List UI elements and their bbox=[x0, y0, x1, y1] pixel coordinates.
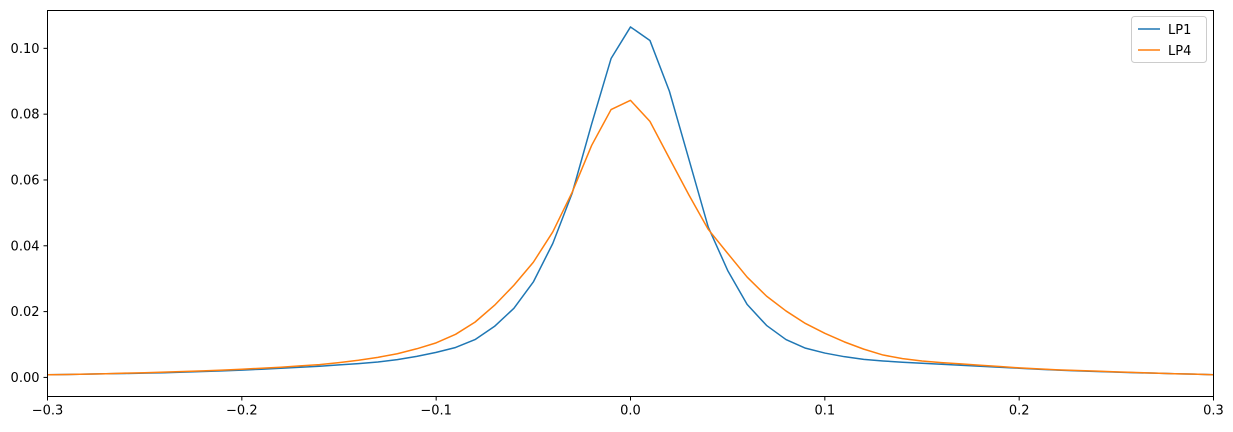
x-axis: −0.3 −0.2 −0.1 0.0 0.1 0.2 0.3 bbox=[32, 396, 1224, 419]
legend-box bbox=[1131, 16, 1207, 63]
x-tick-label: −0.2 bbox=[226, 404, 258, 419]
y-tick-label: 0.06 bbox=[11, 173, 40, 188]
x-tick-label: 0.3 bbox=[1203, 404, 1224, 419]
x-tick-label: −0.1 bbox=[420, 404, 452, 419]
x-tick-label: 0.0 bbox=[620, 404, 641, 419]
x-tick-label: −0.3 bbox=[32, 404, 64, 419]
series-line-lp4 bbox=[47, 99, 1214, 376]
legend: LP1 LP4 bbox=[1131, 16, 1207, 63]
y-tick-label: 0.04 bbox=[11, 239, 40, 254]
plot-frame bbox=[47, 10, 1214, 397]
x-tick-label: 0.2 bbox=[1009, 404, 1030, 419]
y-tick-label: 0.00 bbox=[11, 371, 40, 386]
y-tick-label: 0.02 bbox=[11, 305, 40, 320]
y-tick-label: 0.10 bbox=[11, 42, 40, 57]
y-axis: 0.00 0.02 0.04 0.06 0.08 0.10 bbox=[11, 42, 48, 386]
legend-label-lp1: LP1 bbox=[1168, 23, 1191, 38]
legend-label-lp4: LP4 bbox=[1168, 44, 1191, 59]
x-tick-label: 0.1 bbox=[814, 404, 835, 419]
series-line-lp1 bbox=[47, 26, 1214, 376]
y-tick-label: 0.08 bbox=[11, 108, 40, 123]
series-layer bbox=[47, 26, 1214, 376]
